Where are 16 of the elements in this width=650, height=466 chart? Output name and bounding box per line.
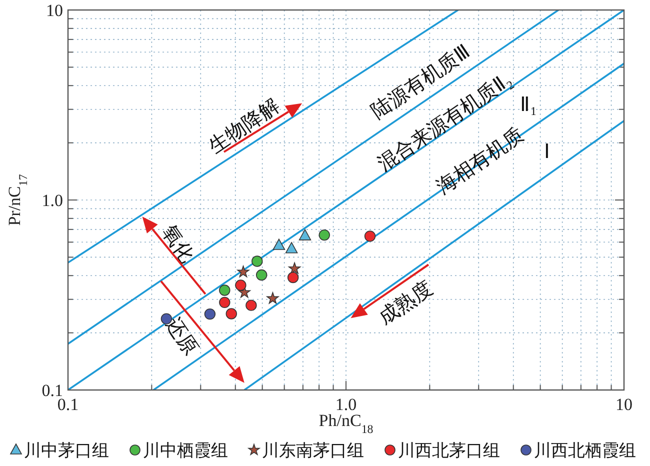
- legend-label: 川西北栖霞组: [534, 441, 636, 460]
- legend-label: 川中栖霞组: [143, 441, 228, 460]
- annotation: Ⅰ: [544, 140, 550, 163]
- y-tick-label: 1.0: [42, 191, 63, 210]
- annotation: 生物降解: [205, 94, 284, 158]
- x-tick-label: 1.0: [335, 395, 357, 414]
- y-tick-label: 10: [46, 1, 63, 20]
- legend-label: 川东南茅口组: [262, 441, 364, 460]
- x-tick-label: 10: [616, 395, 632, 414]
- annotation: 还原: [161, 314, 202, 360]
- legend-label: 川中茅口组: [24, 441, 109, 460]
- legend-label: 川西北茅口组: [398, 441, 500, 460]
- annotation: Ⅱ₁: [520, 94, 538, 116]
- annotation: 氧化: [157, 222, 198, 267]
- annotation: 成熟度: [374, 277, 437, 330]
- x-axis-title: Ph/nC$_{18}$: [318, 411, 374, 436]
